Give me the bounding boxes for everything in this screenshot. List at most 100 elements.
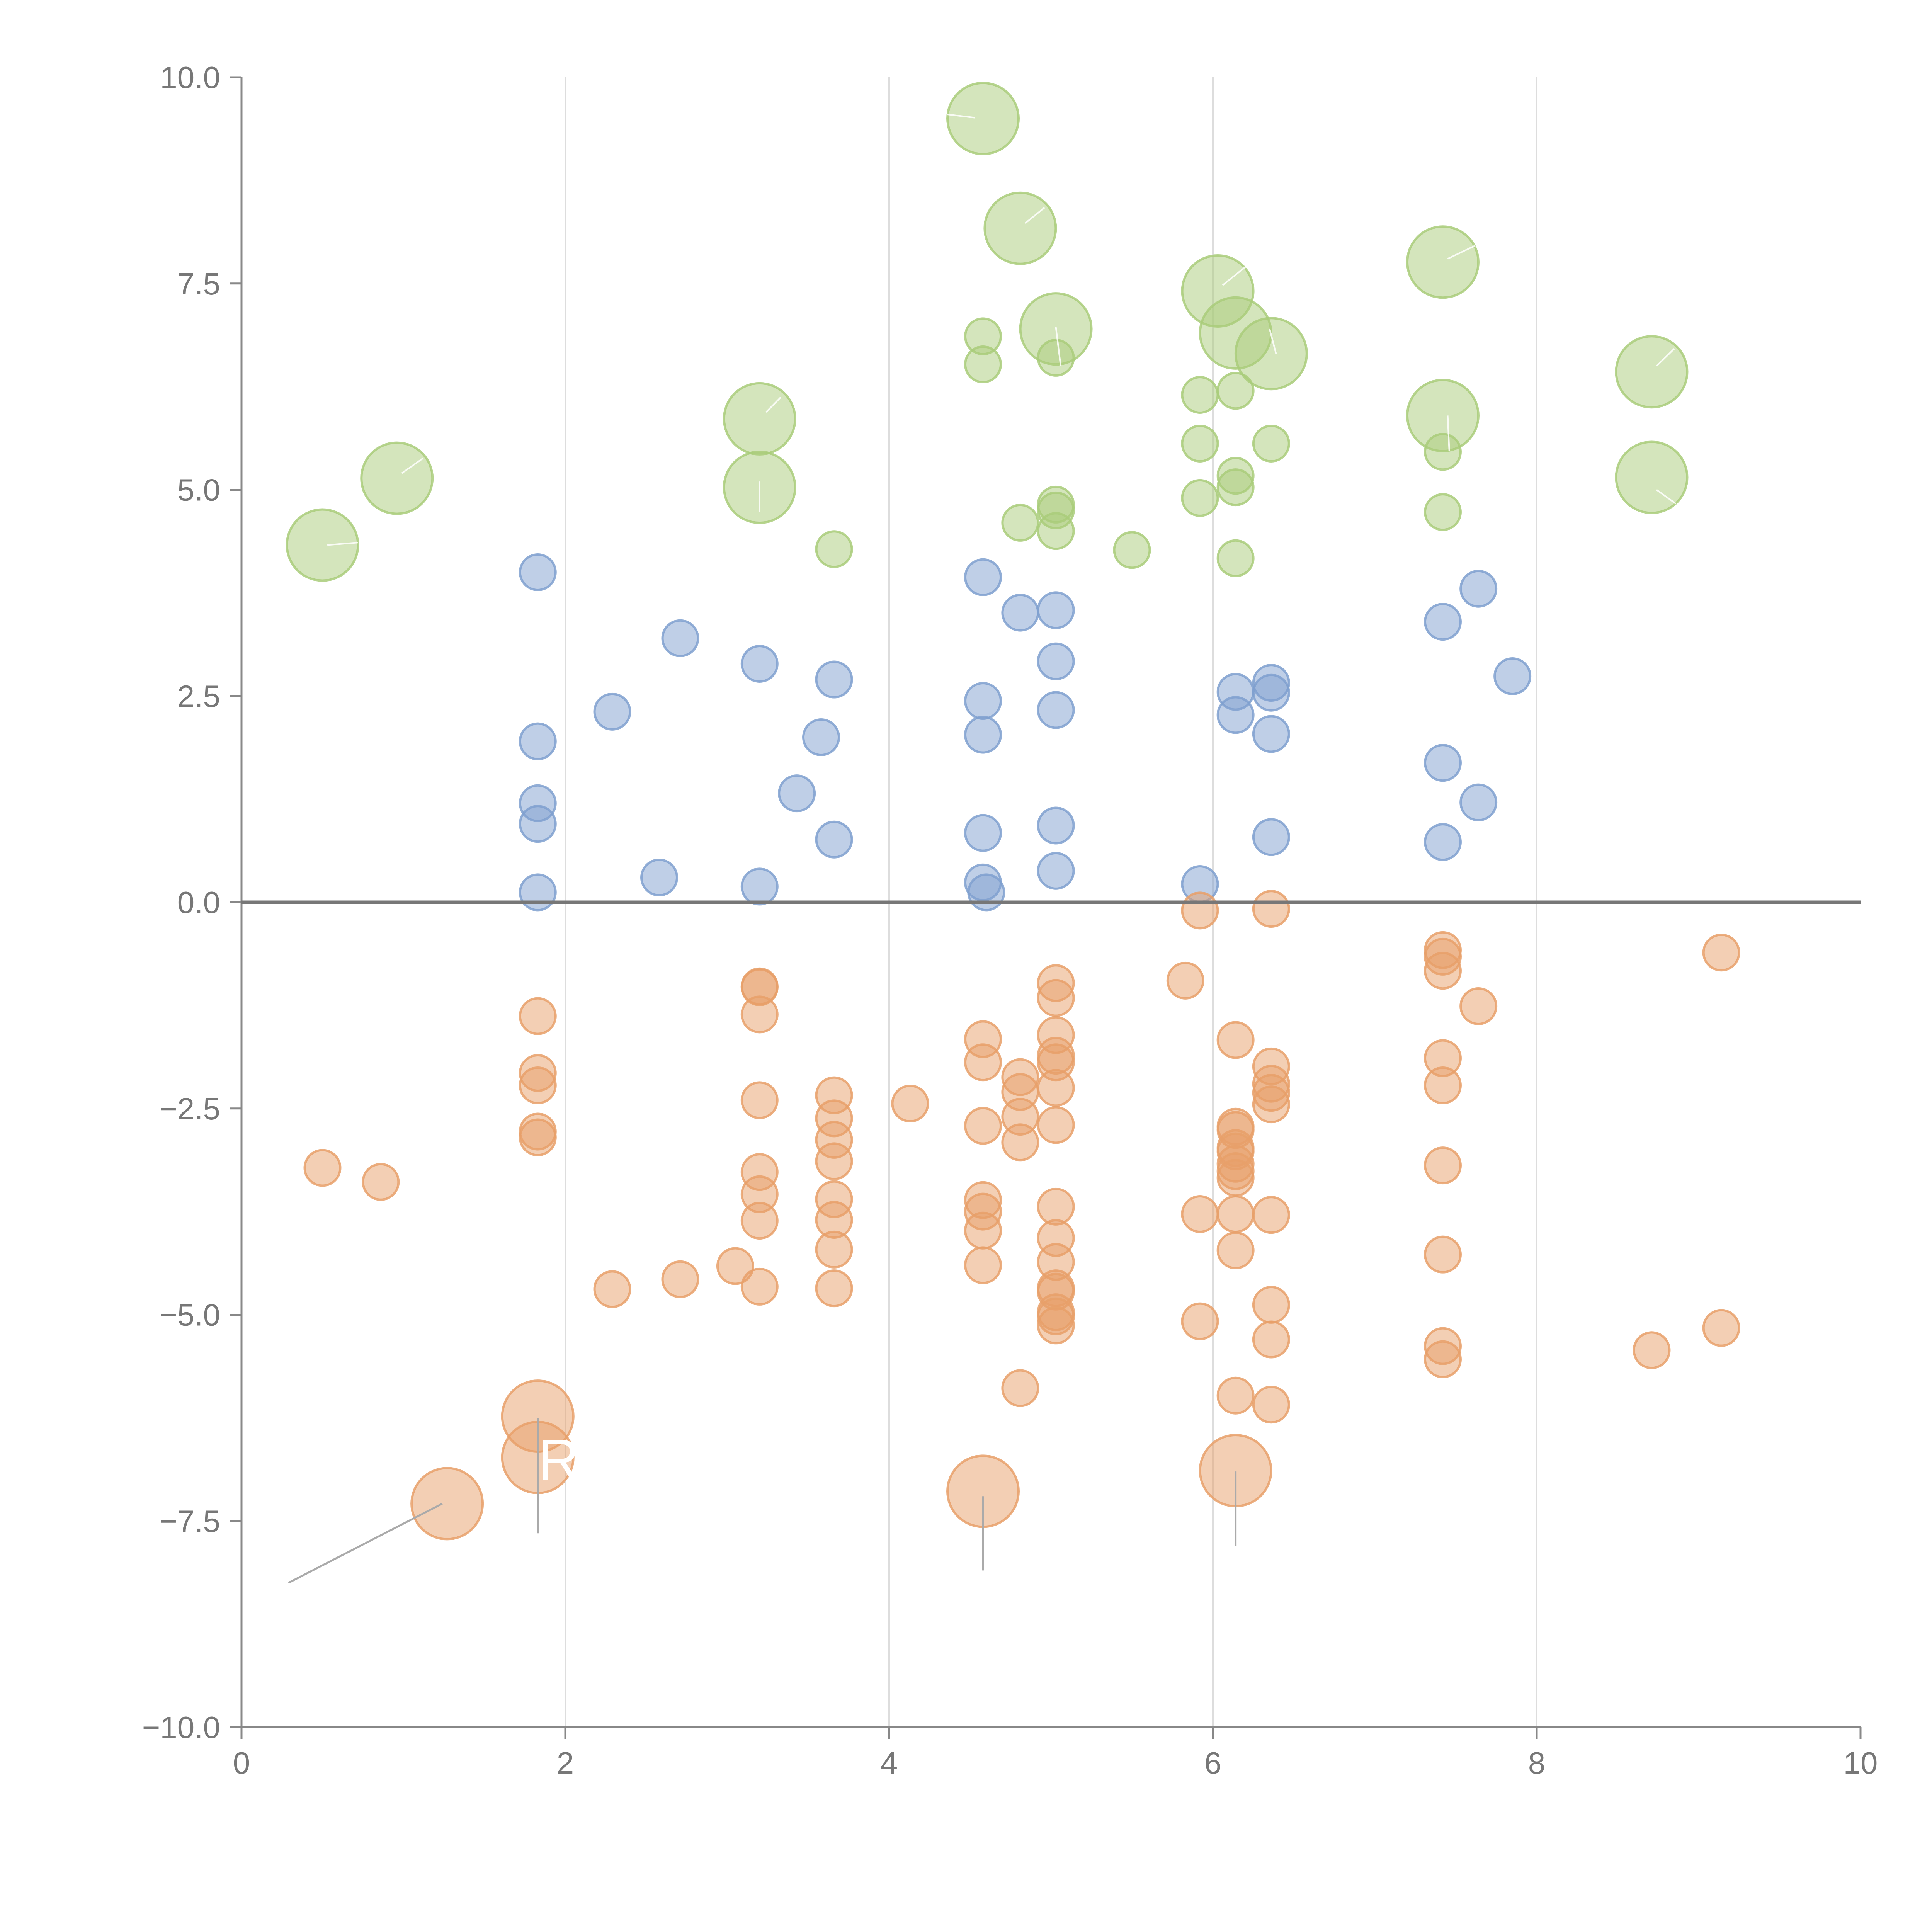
- point-blue-7: [640, 858, 679, 896]
- point-green-29: [1423, 433, 1462, 471]
- point-orange-24: [815, 1142, 853, 1180]
- point-green-7: [964, 345, 1002, 383]
- point-blue-38: [1493, 657, 1532, 696]
- point-green-8: [983, 191, 1057, 265]
- x-tick-label: 4: [881, 1746, 898, 1780]
- point-blue-36: [1459, 570, 1498, 608]
- point-orange-11: [661, 1260, 699, 1298]
- point-blue-30: [1252, 673, 1290, 712]
- point-blue-21: [1037, 591, 1075, 629]
- point-blue-31: [1252, 715, 1290, 753]
- point-orange-78: [1252, 1085, 1290, 1124]
- point-orange-49: [1037, 1106, 1075, 1144]
- point-green-1: [360, 441, 434, 515]
- point-green-19: [1181, 376, 1219, 414]
- point-blue-13: [815, 820, 853, 859]
- y-tick-label: −2.5: [159, 1092, 220, 1126]
- point-orange-57: [1037, 1306, 1075, 1345]
- y-tick-label: −10.0: [142, 1710, 220, 1745]
- points-layer: [286, 82, 1740, 1541]
- point-blue-35: [1423, 823, 1462, 861]
- point-orange-5: [519, 997, 557, 1035]
- point-orange-79: [1252, 1196, 1290, 1234]
- point-green-26: [1216, 539, 1255, 577]
- point-orange-28: [815, 1269, 853, 1308]
- point-orange-60: [1181, 1195, 1219, 1233]
- point-blue-0: [519, 553, 557, 591]
- point-green-5: [946, 82, 1020, 155]
- point-orange-88: [1423, 1146, 1462, 1185]
- point-orange-80: [1252, 1286, 1290, 1324]
- point-green-20: [1216, 372, 1255, 410]
- point-blue-32: [1252, 818, 1290, 856]
- point-orange-94: [1702, 934, 1740, 972]
- point-blue-25: [1037, 852, 1075, 890]
- y-tick-label: −5.0: [159, 1298, 220, 1332]
- point-green-2: [723, 382, 796, 456]
- annotation-layer: R: [538, 1427, 580, 1492]
- point-blue-3: [519, 805, 557, 843]
- x-tick-label: 8: [1528, 1746, 1546, 1780]
- leader-line-13: [1447, 245, 1476, 260]
- point-blue-15: [964, 682, 1002, 720]
- point-orange-32: [964, 1107, 1002, 1145]
- leader-line-11: [1222, 266, 1246, 286]
- point-blue-9: [740, 867, 779, 906]
- point-green-13: [1037, 512, 1075, 550]
- point-blue-4: [519, 873, 557, 912]
- point-green-21: [1181, 424, 1219, 463]
- point-blue-37: [1459, 783, 1498, 821]
- point-orange-36: [964, 1246, 1002, 1284]
- point-green-0: [286, 508, 359, 582]
- point-green-24: [1216, 468, 1255, 507]
- point-orange-48: [1037, 1069, 1075, 1107]
- point-blue-11: [802, 718, 840, 756]
- point-orange-61: [1181, 1302, 1219, 1340]
- point-orange-12: [716, 1247, 754, 1285]
- leader-layer: [288, 114, 1677, 1584]
- point-orange-9: [519, 1118, 557, 1156]
- point-green-25: [1181, 479, 1219, 517]
- point-orange-42: [1001, 1369, 1039, 1407]
- leader-line-4: [327, 542, 358, 546]
- leader-line-9: [1024, 207, 1045, 224]
- point-orange-35: [964, 1211, 1002, 1250]
- point-orange-2: [410, 1467, 484, 1541]
- leader-line-6: [765, 396, 781, 413]
- annotation-label: R: [538, 1427, 580, 1492]
- point-green-15: [1113, 531, 1151, 569]
- axes-layer: 0 2 4 6 8 10 −10.0 −7.5 −5.0 −2.5 0.0 2.5 5.0 7.5 10.0: [142, 60, 1878, 1780]
- leader-line-16: [1656, 489, 1677, 505]
- leader-line-0: [288, 1503, 443, 1584]
- point-orange-0: [303, 1149, 342, 1187]
- point-orange-15: [740, 995, 779, 1034]
- leader-line-15: [1656, 348, 1675, 367]
- point-orange-92: [1459, 987, 1498, 1026]
- point-orange-41: [1001, 1123, 1039, 1162]
- leader-line-14: [1447, 415, 1450, 451]
- point-orange-58: [1166, 961, 1204, 1000]
- point-blue-10: [778, 774, 816, 813]
- point-green-14: [1001, 503, 1039, 542]
- point-orange-20: [740, 1267, 779, 1306]
- point-green-18: [1234, 317, 1308, 391]
- point-orange-85: [1423, 952, 1462, 990]
- leader-line-8: [947, 114, 975, 119]
- point-orange-91: [1423, 1340, 1462, 1378]
- y-tick-label: 10.0: [160, 60, 220, 95]
- point-blue-24: [1037, 806, 1075, 845]
- point-blue-5: [593, 692, 631, 731]
- point-blue-22: [1037, 642, 1075, 680]
- point-blue-14: [964, 558, 1002, 596]
- x-tick-label: 0: [233, 1746, 250, 1780]
- y-tick-label: −7.5: [159, 1504, 220, 1538]
- y-tick-label: 5.0: [177, 473, 220, 507]
- point-blue-23: [1037, 691, 1075, 729]
- point-orange-62: [1216, 1021, 1255, 1059]
- point-green-30: [1423, 493, 1462, 531]
- point-blue-1: [519, 722, 557, 760]
- point-orange-16: [740, 1081, 779, 1119]
- point-orange-31: [964, 1043, 1002, 1082]
- point-blue-8: [740, 645, 779, 683]
